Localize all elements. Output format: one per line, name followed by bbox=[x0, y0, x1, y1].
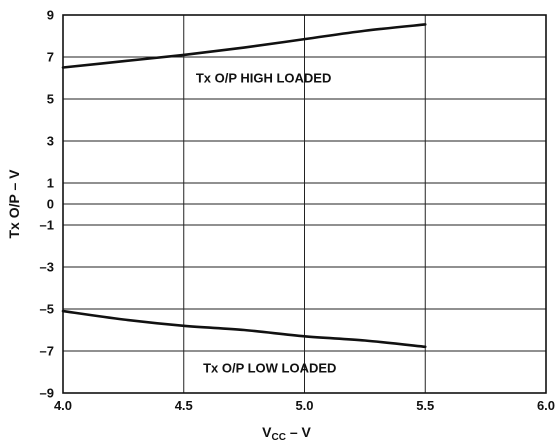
y-tick-label: 5 bbox=[47, 92, 54, 107]
x-tick-label: 5.5 bbox=[416, 398, 434, 413]
y-axis-title: Tx O/P – V bbox=[6, 169, 22, 239]
series-high-loaded bbox=[61, 23, 427, 69]
x-tick-label: 4.0 bbox=[54, 398, 72, 413]
y-tick-label: 9 bbox=[47, 8, 54, 23]
y-tick-label: –5 bbox=[40, 302, 54, 317]
series-low-loaded bbox=[61, 309, 427, 349]
plot-frame bbox=[62, 14, 547, 394]
plot-border bbox=[62, 14, 547, 394]
y-tick-label: 3 bbox=[47, 134, 54, 149]
y-tick-label: 1 bbox=[47, 176, 54, 191]
annotation-low-loaded: Tx O/P LOW LOADED bbox=[203, 360, 336, 375]
x-tick-label: 5.0 bbox=[295, 398, 313, 413]
x-tick-label: 4.5 bbox=[175, 398, 193, 413]
annotation-high-loaded: Tx O/P HIGH LOADED bbox=[196, 71, 332, 86]
y-tick-label: –9 bbox=[40, 386, 54, 401]
y-tick-label: –3 bbox=[40, 260, 54, 275]
axis-titles: VCC – V Tx O/P – V bbox=[6, 169, 312, 443]
tick-labels: 4.0 4.5 5.0 5.5 6.0 9 7 5 3 1 0 –1 –3 –5 –7 –9 bbox=[40, 8, 556, 414]
x-axis-title: VCC – V bbox=[262, 424, 311, 443]
x-tick-label: 6.0 bbox=[537, 398, 555, 413]
y-tick-label: 0 bbox=[47, 197, 54, 212]
annotations: Tx O/P HIGH LOADED Tx O/P LOW LOADED bbox=[196, 71, 337, 376]
series-lines bbox=[61, 23, 427, 349]
y-tick-label: –1 bbox=[40, 218, 54, 233]
y-tick-label: 7 bbox=[47, 50, 54, 65]
y-tick-label: –7 bbox=[40, 344, 54, 359]
